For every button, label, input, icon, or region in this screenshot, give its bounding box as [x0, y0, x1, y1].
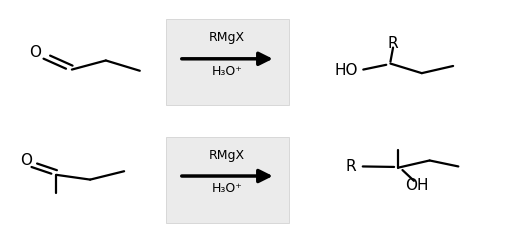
FancyBboxPatch shape: [166, 19, 289, 106]
Text: OH: OH: [405, 178, 428, 193]
Text: R: R: [388, 36, 398, 51]
Text: R: R: [346, 159, 356, 174]
Text: H₃O⁺: H₃O⁺: [212, 182, 243, 195]
Text: HO: HO: [334, 63, 358, 78]
Text: H₃O⁺: H₃O⁺: [212, 65, 243, 78]
Text: RMgX: RMgX: [209, 149, 245, 162]
FancyBboxPatch shape: [166, 136, 289, 223]
Text: O: O: [29, 45, 41, 60]
Text: O: O: [20, 153, 33, 168]
Text: RMgX: RMgX: [209, 31, 245, 45]
